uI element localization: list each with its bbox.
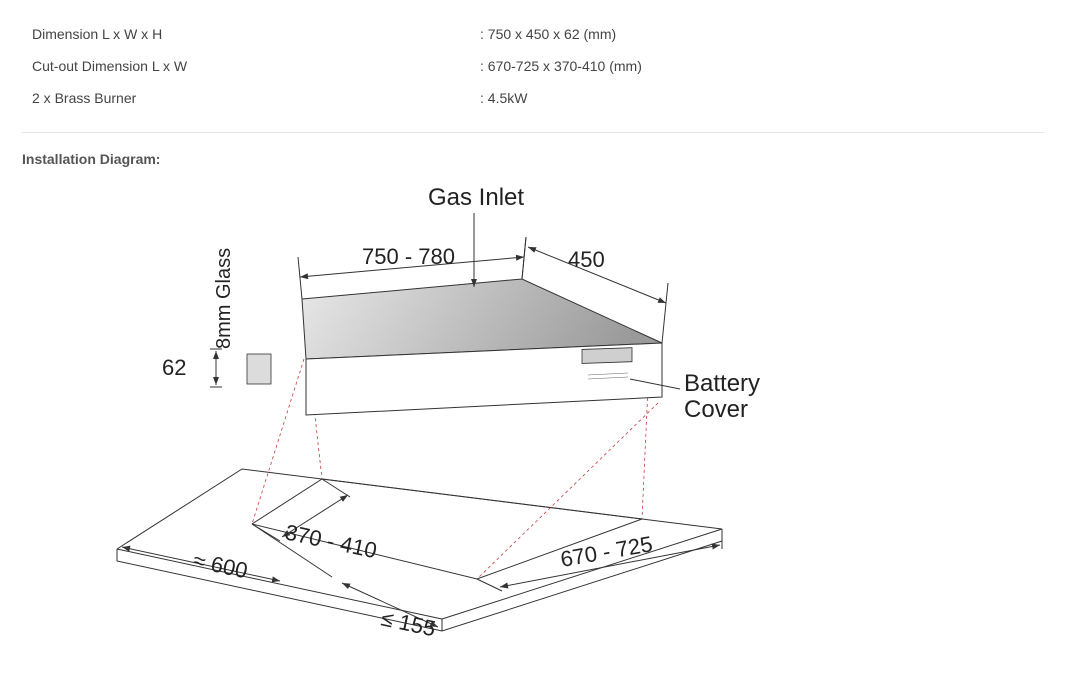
glass-label: 8mm Glass [213, 248, 235, 349]
battery-box-icon [247, 354, 271, 384]
spec-label: Cut-out Dimension L x W [32, 58, 480, 74]
dim-text: 370 - 410 [283, 519, 379, 563]
label-text: Gas Inlet [428, 184, 524, 211]
dim-text: ≈ 600 [191, 547, 250, 583]
dim-text: 450 [568, 247, 605, 272]
spec-label: 2 x Brass Burner [32, 90, 480, 106]
label-text: Battery [684, 370, 760, 397]
dim-text: 62 [162, 355, 186, 380]
spec-row: 2 x Brass Burner : 4.5kW [22, 82, 1044, 114]
cooktop-body [300, 279, 662, 415]
dim-cutout-depth: 370 - 410 [252, 479, 379, 563]
gas-inlet-label: Gas Inlet [428, 184, 524, 287]
divider [22, 132, 1044, 133]
dim-text: 750 - 780 [362, 244, 455, 269]
dim-text: ≤ 155 [379, 605, 438, 641]
section-title: Installation Diagram: [22, 151, 1044, 167]
spec-value: : 670-725 x 370-410 (mm) [480, 58, 1034, 74]
label-text: Cover [684, 396, 748, 423]
spec-value: : 4.5kW [480, 90, 1034, 106]
dim-thickness: 62 [162, 349, 222, 387]
spec-row: Cut-out Dimension L x W : 670-725 x 370-… [22, 50, 1044, 82]
spec-value: : 750 x 450 x 62 (mm) [480, 26, 1034, 42]
spec-table: Dimension L x W x H : 750 x 450 x 62 (mm… [22, 18, 1044, 114]
dim-counter-depth: ≈ 600 [122, 547, 280, 583]
spec-label: Dimension L x W x H [32, 26, 480, 42]
dim-cutout-width: 670 - 725 [477, 529, 722, 591]
spec-row: Dimension L x W x H : 750 x 450 x 62 (mm… [22, 18, 1044, 50]
installation-diagram: 750 - 780 450 Gas Inlet 62 [22, 179, 782, 679]
